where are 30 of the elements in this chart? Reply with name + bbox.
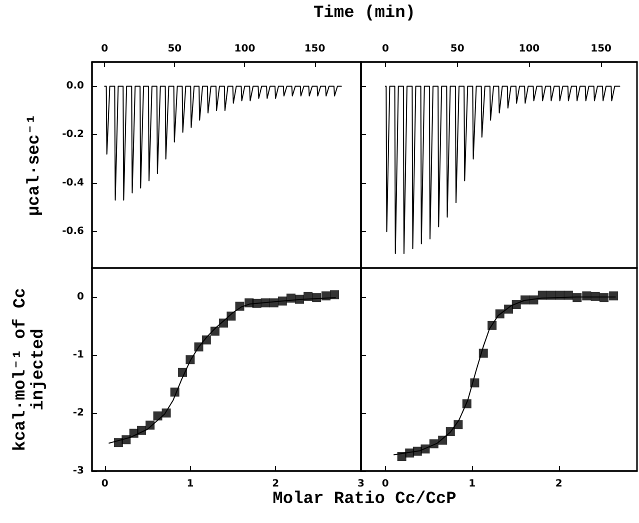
line-series: [104, 86, 342, 201]
y-tick-label: -0.6: [62, 226, 84, 238]
x-tick-label: 50: [450, 44, 464, 54]
x-tick-label: 150: [304, 44, 326, 54]
y-tick-label: -2: [72, 408, 84, 418]
y-tick-label: 0.0: [66, 80, 84, 92]
x-tick-label: 0: [382, 44, 389, 54]
x-tick-label: 1: [468, 478, 476, 490]
y-tick-label: 0: [77, 292, 84, 302]
x-tick-label: 100: [518, 44, 540, 54]
x-tick-label: 100: [234, 44, 256, 54]
point: [609, 291, 618, 300]
x-tick-label: 1: [186, 478, 194, 490]
y-axis-title: μcal·sec⁻¹: [26, 114, 44, 216]
x-tick-label: 0: [101, 478, 108, 490]
y-tick-label: -3: [72, 466, 84, 476]
y-tick-label: -0.2: [62, 129, 84, 140]
y-tick-label: -1: [72, 350, 84, 360]
x-axis-title: Molar Ratio Cc/CcP: [272, 490, 456, 509]
x-tick-label: 2: [555, 478, 562, 490]
x-tick-label: 50: [168, 44, 182, 54]
y-axis-title: kcal·mol⁻¹ of Cc injected: [12, 288, 48, 452]
x-tick-label: 0: [101, 44, 108, 54]
y-tick-label: -0.4: [62, 178, 84, 189]
x-tick-label: 3: [358, 478, 365, 490]
x-axis-title: Time (min): [313, 4, 416, 23]
x-tick-label: 2: [272, 478, 280, 490]
x-tick-label: 150: [590, 44, 612, 54]
point: [330, 290, 340, 300]
x-tick-label: 0: [382, 478, 389, 490]
